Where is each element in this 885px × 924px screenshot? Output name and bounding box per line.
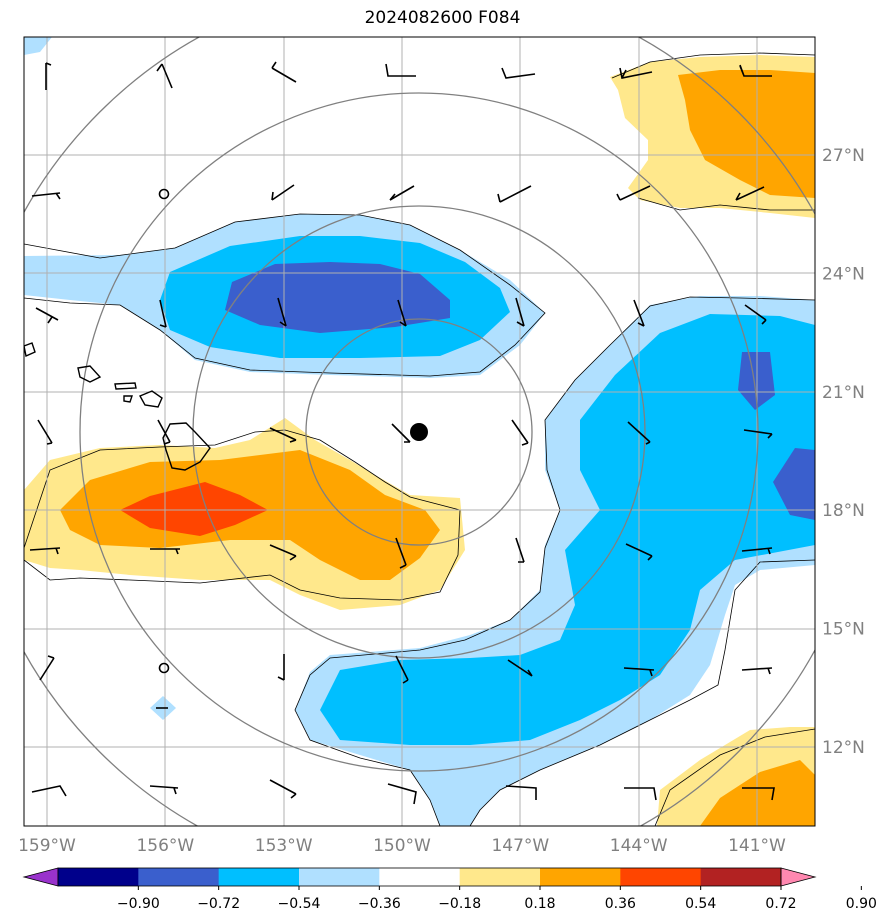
y-tick-labels: 12°N 15°N 18°N 21°N 24°N 27°N (822, 146, 865, 758)
positive-hawaii-core (120, 482, 268, 536)
x-tick-label: 153°W (255, 836, 313, 856)
colorbar-swatch (459, 868, 541, 886)
colorbar-label: −0.36 (358, 896, 401, 912)
x-tick-label: 144°W (610, 836, 668, 856)
x-tick-labels: 159°W 156°W 153°W 150°W 147°W 144°W 141°W (18, 836, 786, 856)
colorbar-label: 0.54 (685, 896, 716, 912)
island-molokai (114, 382, 137, 390)
colorbar-label: −0.72 (197, 896, 240, 912)
colorbar-swatch (299, 868, 380, 886)
colorbar-label: 0.72 (765, 896, 796, 912)
strong-negative-east-b (773, 448, 815, 520)
colorbar-label: 0.90 (846, 896, 877, 912)
y-tick-label: 27°N (822, 146, 865, 166)
colorbar: −0.90 −0.72 −0.54 −0.36 −0.18 0.18 0.36 0.54 0.7… (22, 867, 877, 912)
colorbar-label: −0.54 (278, 896, 321, 912)
colorbar-extend-high (780, 867, 817, 887)
storm-center-marker (410, 423, 428, 441)
colorbar-label: 0.36 (605, 896, 636, 912)
range-ring-6deg (192, 205, 646, 659)
y-tick-label: 21°N (822, 383, 865, 403)
x-tick-label: 147°W (491, 836, 549, 856)
x-tick-label: 159°W (18, 836, 76, 856)
colorbar-swatch (540, 868, 621, 886)
colorbar-swatch (58, 868, 139, 886)
x-tick-label: 156°W (136, 836, 194, 856)
island-lanai (123, 395, 133, 403)
colorbar-swatch (379, 868, 461, 886)
colorbar-swatch (620, 868, 702, 886)
colorbar-frame (57, 867, 782, 887)
colorbar-swatch (700, 868, 782, 886)
range-ring-3deg (305, 318, 533, 546)
colorbar-extend-low (22, 867, 59, 887)
strong-negative-north (225, 262, 450, 333)
x-tick-label: 141°W (728, 836, 786, 856)
colorbar-label: −0.18 (438, 896, 481, 912)
colorbar-label: −0.90 (117, 896, 160, 912)
wind-barbs (29, 61, 775, 805)
island-kauai (24, 342, 36, 357)
chart-title: 2024082600 F084 (364, 8, 521, 28)
y-tick-label: 15°N (822, 620, 865, 640)
negative-east-core (320, 314, 815, 745)
colorbar-label: 0.18 (524, 896, 555, 912)
island-maui (139, 390, 163, 408)
positive-northeast-core (678, 70, 815, 198)
y-tick-label: 18°N (822, 501, 865, 521)
colorbar-swatch (218, 868, 300, 886)
y-tick-label: 12°N (822, 738, 865, 758)
map-frame (23, 36, 816, 827)
colorbar-swatch (138, 868, 220, 886)
y-tick-label: 24°N (822, 264, 865, 284)
x-tick-label: 150°W (373, 836, 431, 856)
island-oahu (77, 365, 102, 383)
